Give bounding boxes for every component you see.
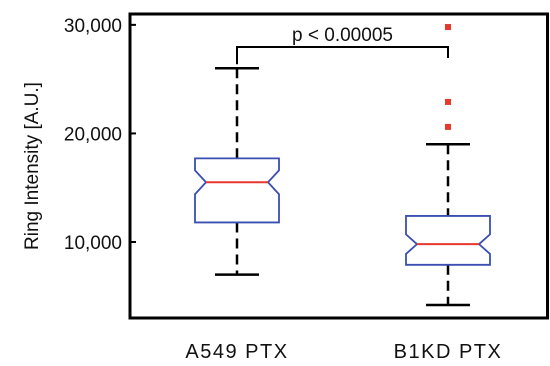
notched-box (405, 215, 491, 266)
y-tick-label: 20,000 (64, 124, 122, 145)
notched-box (194, 157, 280, 224)
boxes (194, 24, 491, 307)
significance-bracket (236, 46, 449, 65)
y-tick-label: 30,000 (64, 16, 122, 37)
x-category-label: A549 PTX (185, 341, 288, 363)
y-tick-label: 10,000 (64, 233, 122, 254)
outlier-point (445, 98, 451, 105)
p-value-label: p < 0.00005 (292, 25, 393, 46)
axes (128, 12, 549, 320)
y-axis-title: Ring Intensity [A.U.] (22, 82, 43, 250)
box-group (194, 67, 280, 276)
x-category-labels: A549 PTX B1KD PTX (185, 341, 503, 363)
box-group (405, 24, 491, 307)
significance-annotation: p < 0.00005 (236, 25, 449, 65)
outlier-point (445, 24, 451, 31)
y-ticks: 10,000 20,000 30,000 (64, 16, 136, 254)
x-category-label: B1KD PTX (394, 341, 503, 363)
outlier-point (445, 123, 451, 130)
